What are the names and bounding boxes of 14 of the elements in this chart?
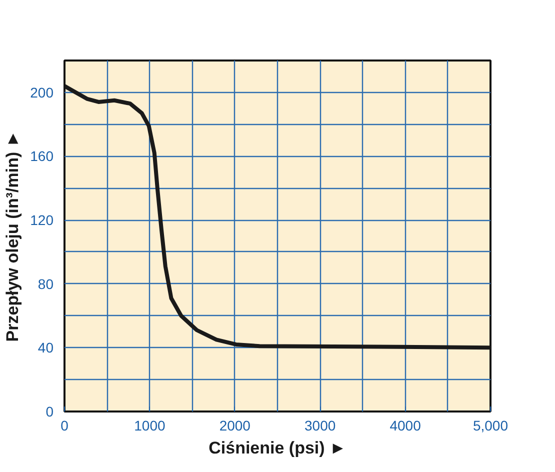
x-tick-label: 1000 [134, 418, 166, 434]
x-tick-label: 3000 [304, 418, 336, 434]
y-tick-label: 160 [30, 148, 54, 164]
y-tick-label: 120 [30, 212, 54, 228]
x-tick-label: 0 [60, 418, 69, 434]
y-tick-label: 40 [38, 340, 54, 356]
y-tick-label: 0 [46, 404, 54, 420]
x-axis-title: Ciśnienie (psi) ► [208, 438, 346, 458]
y-tick-label: 80 [38, 276, 54, 292]
y-axis-title: Przepływ oleju (in³/min) ► [3, 130, 22, 342]
x-tick-label: 4000 [390, 418, 422, 434]
y-tick-label: 200 [30, 84, 54, 100]
x-tick-label: 2000 [219, 418, 251, 434]
x-tick-label: 5,000 [472, 418, 508, 434]
